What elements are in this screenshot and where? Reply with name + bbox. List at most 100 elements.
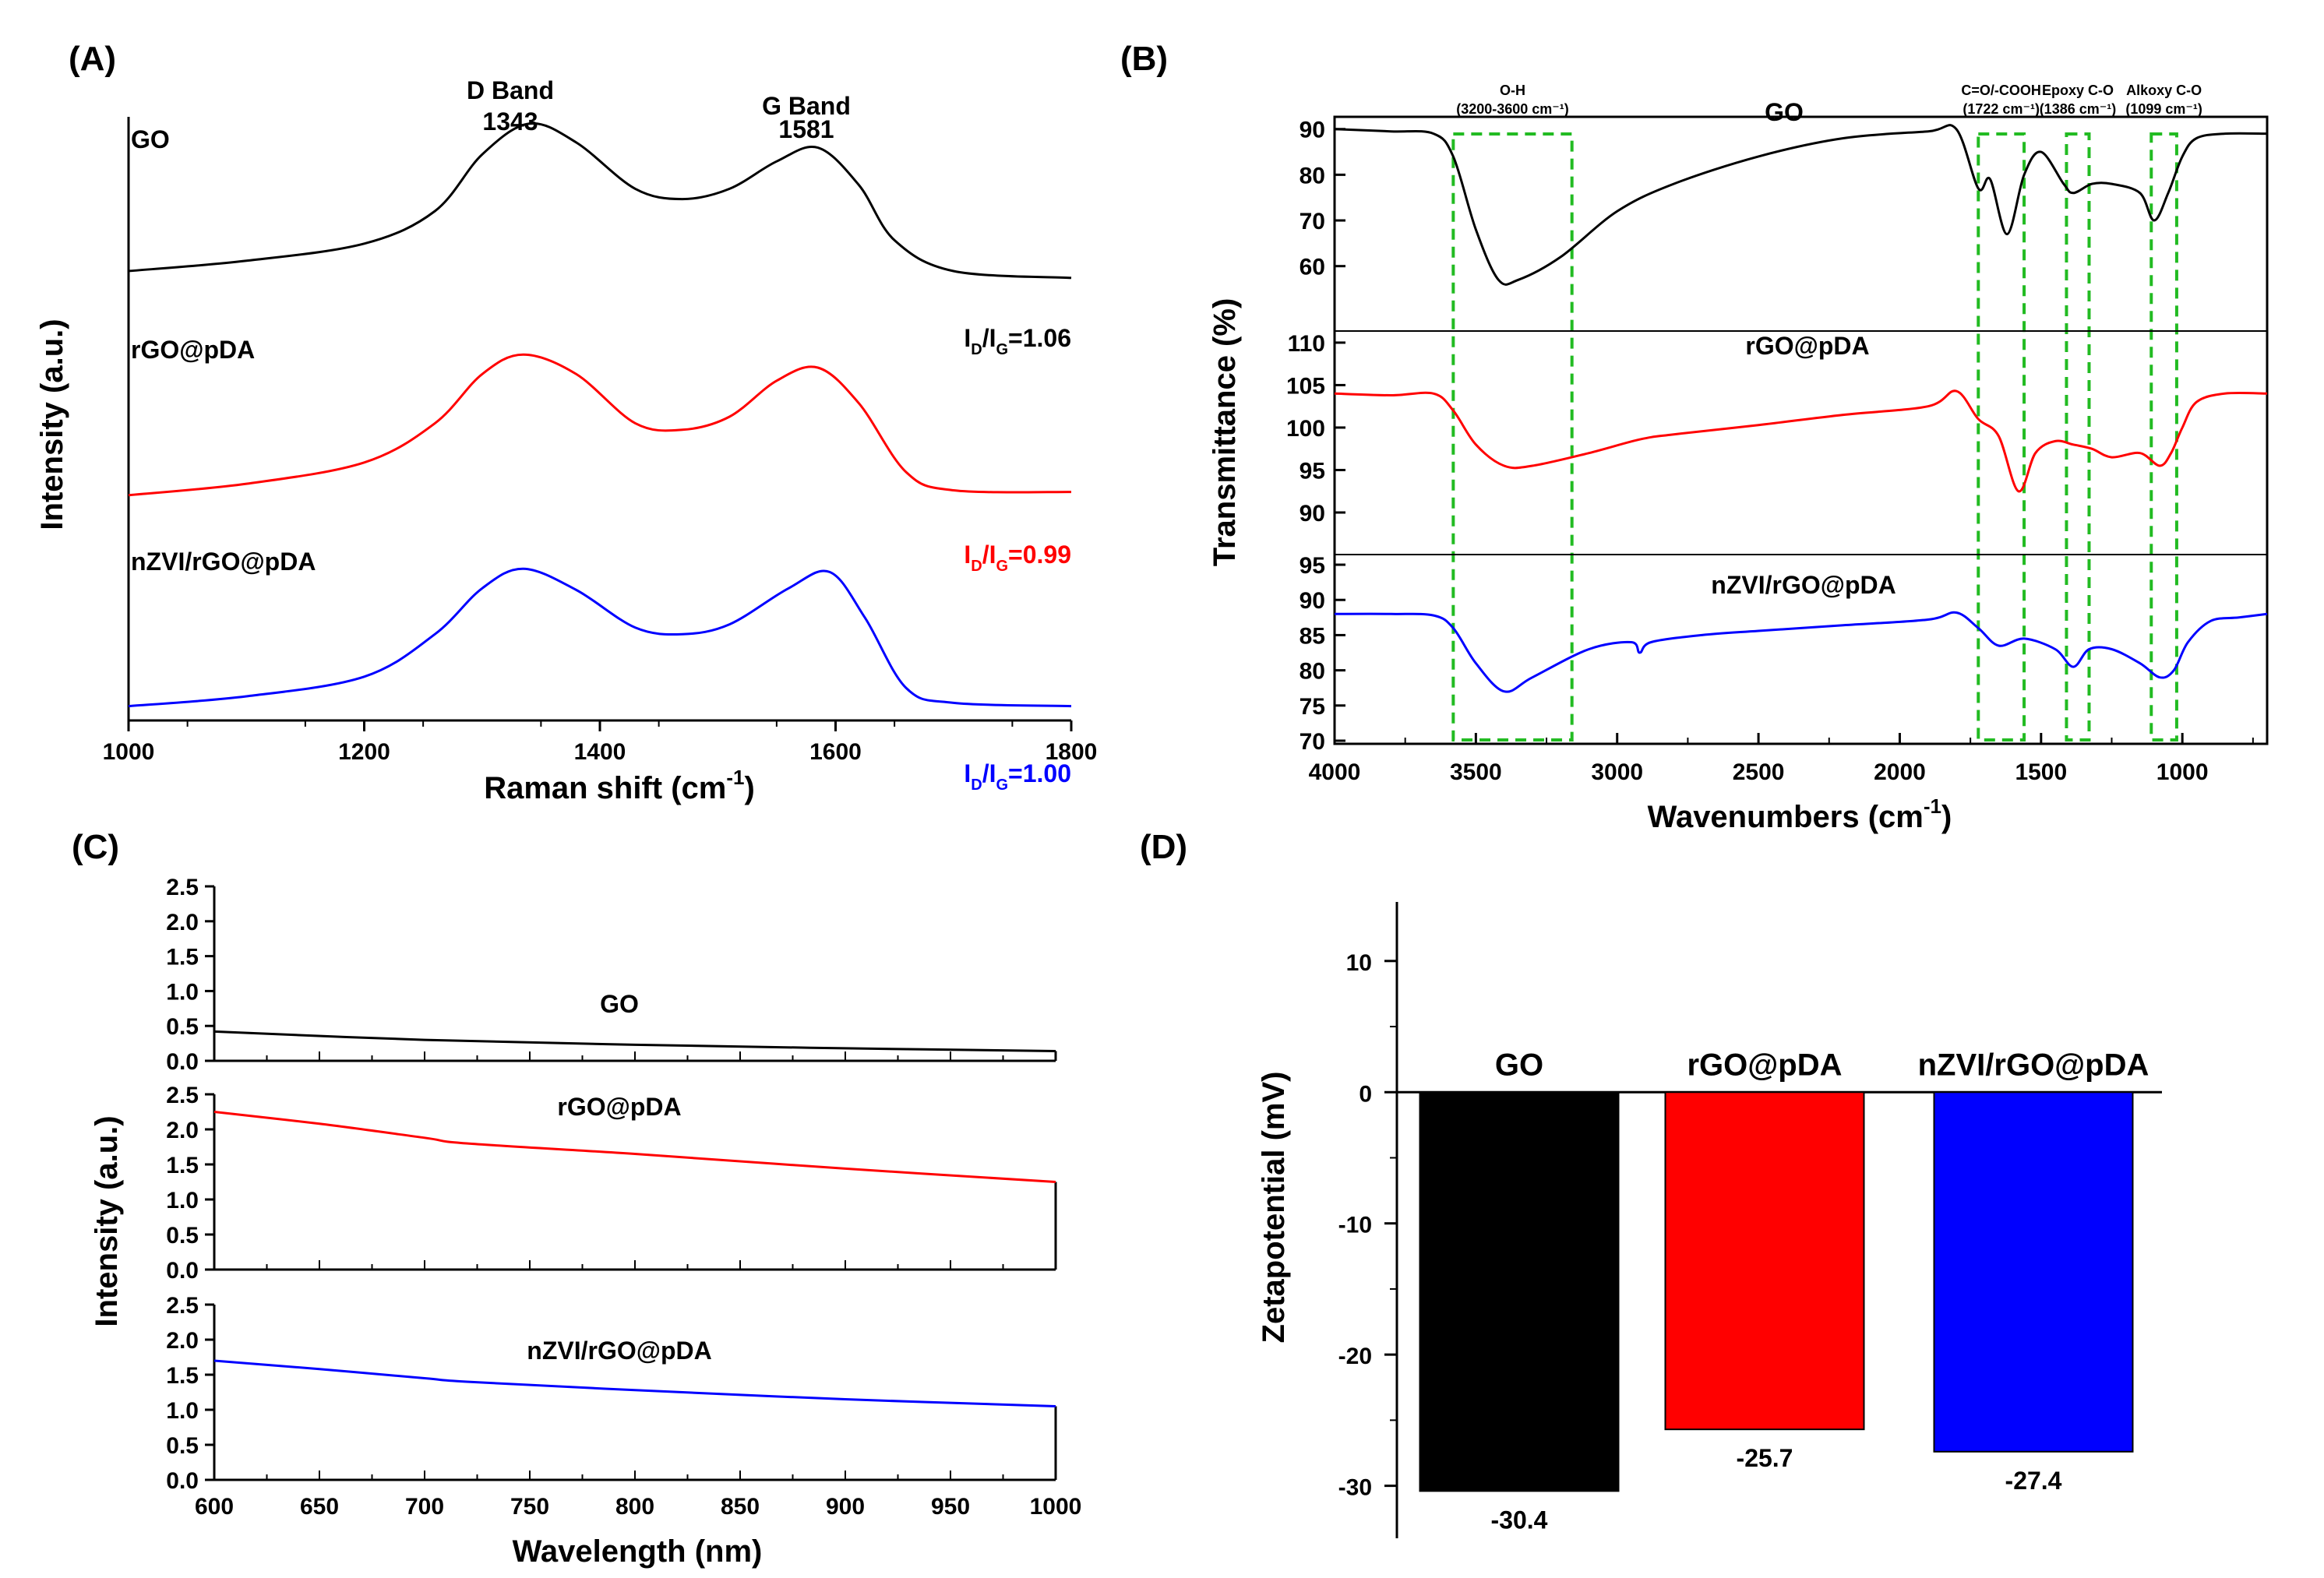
panel-c-x-tick-label: 650 bbox=[300, 1494, 339, 1520]
peak-position-0: 1343 bbox=[482, 107, 538, 136]
panel-b-x-tick-label: 2000 bbox=[1874, 759, 1926, 785]
panel-b-y-tick-label: 70 bbox=[1300, 209, 1325, 234]
panel-c-y-tick-label: 2.0 bbox=[166, 910, 199, 935]
uv-line-rGO@pDA bbox=[213, 1111, 1056, 1183]
panel-c-y-tick-label: 1.5 bbox=[166, 945, 199, 970]
panel-b-y-tick-label: 90 bbox=[1300, 588, 1325, 614]
panel-b-x-tick-label: 4000 bbox=[1309, 759, 1361, 785]
uv-line-GO bbox=[213, 1030, 1056, 1052]
panel-b-label: (B) bbox=[1120, 40, 1168, 78]
peak-position-1: 1581 bbox=[778, 115, 834, 143]
panel-b-y-tick-label: 70 bbox=[1300, 729, 1325, 755]
panel-c-y-tick-label: 0.5 bbox=[166, 1223, 199, 1249]
panel-c-x-tick-label: 900 bbox=[826, 1494, 865, 1520]
panel-c-y-tick-label: 0.5 bbox=[166, 1433, 199, 1459]
bar-nZVI/rGO@pDA bbox=[1933, 1091, 2134, 1453]
uv-line-nZVI/rGO@pDA bbox=[213, 1359, 1056, 1407]
panel-c-x-tick-label: 950 bbox=[931, 1494, 970, 1520]
panel-b-y-tick-label: 80 bbox=[1300, 659, 1325, 685]
panel-c-y-tick-label: 1.5 bbox=[166, 1153, 199, 1178]
panel-b-x-tick-label: 3000 bbox=[1591, 759, 1643, 785]
panel-c-x-tick-label: 1000 bbox=[1030, 1494, 1082, 1520]
ratio-label-0: ID/IG=1.06 bbox=[964, 324, 1071, 358]
region-name-Alkoxy C-O: Alkoxy C-O bbox=[2126, 83, 2202, 98]
series-label-nZVI/rGO@pDA: nZVI/rGO@pDA bbox=[527, 1337, 711, 1365]
panel-a-xlabel: Raman shift (cm-1) bbox=[484, 766, 755, 805]
panel-c: (C) 0.0 0.5 1.0 1.5 2.0 2.5 0.0 0.5 1.0 1.5 2.0 2.5… bbox=[72, 828, 1081, 1569]
region-box-Epoxy C-O bbox=[2065, 132, 2091, 741]
panel-b-ylabel: Transmittance (%) bbox=[1208, 298, 1242, 567]
region-name-Epoxy C-O: Epoxy C-O bbox=[2042, 83, 2114, 98]
panel-d-label: (D) bbox=[1140, 828, 1187, 866]
bar-category-label-0: GO bbox=[1495, 1048, 1543, 1082]
panel-b-x-tick-label: 1500 bbox=[2015, 759, 2067, 785]
panel-d-y-tick-label: -20 bbox=[1338, 1344, 1372, 1369]
panel-c-x-tick-label: 850 bbox=[721, 1494, 760, 1520]
raman-line-nZVI/rGO@pDA bbox=[128, 567, 1072, 708]
panel-b-frame bbox=[1333, 115, 2269, 745]
bar-value-label-1: -25.7 bbox=[1737, 1444, 1793, 1472]
panel-d: (D) 10 0 -10 -20 -30 GO -30.4 rGO@pDA -25.7 nZVI… bbox=[1140, 828, 2162, 1538]
panel-b-y-tick-label: 105 bbox=[1286, 373, 1325, 399]
region-range-O-H: (3200-3600 cm⁻¹) bbox=[1456, 101, 1569, 117]
series-label-nZVI/rGO@pDA: nZVI/rGO@pDA bbox=[1711, 571, 1896, 599]
panel-c-x-tick-label: 700 bbox=[405, 1494, 444, 1520]
region-name-C=O/-COOH: C=O/-COOH bbox=[1961, 83, 2041, 98]
panel-d-y-tick-label: -10 bbox=[1338, 1213, 1372, 1238]
panel-c-x-tick-label: 800 bbox=[615, 1494, 654, 1520]
panel-b-y-tick-label: 80 bbox=[1300, 163, 1325, 188]
panel-a-x-tick-label: 1600 bbox=[809, 739, 862, 765]
series-label-nZVI/rGO@pDA: nZVI/rGO@pDA bbox=[131, 548, 316, 576]
bar-rGO@pDA bbox=[1664, 1091, 1865, 1431]
series-label-rGO@pDA: rGO@pDA bbox=[131, 336, 255, 364]
panel-c-y-tick-label: 2.5 bbox=[166, 1083, 199, 1108]
panel-a-x-tick-label: 1200 bbox=[338, 739, 390, 765]
panel-c-y-tick-label: 2.0 bbox=[166, 1118, 199, 1143]
panel-c-y-tick-label: 0.0 bbox=[166, 1258, 199, 1284]
panel-a-ylabel: Intensity (a.u.) bbox=[35, 319, 69, 530]
panel-a-x-tick-label: 1800 bbox=[1046, 739, 1098, 765]
panel-c-y-tick-label: 2.5 bbox=[166, 1293, 199, 1319]
bar-value-label-0: -30.4 bbox=[1491, 1506, 1548, 1534]
panel-a-label: (A) bbox=[69, 40, 116, 78]
region-box-O-H bbox=[1451, 132, 1574, 741]
panel-c-x-tick-label: 600 bbox=[195, 1494, 234, 1520]
panel-c-y-tick-label: 1.0 bbox=[166, 1398, 199, 1424]
panel-b-y-tick-label: 90 bbox=[1300, 118, 1325, 143]
region-range-Epoxy C-O: (1386 cm⁻¹) bbox=[2040, 101, 2117, 117]
series-label-rGO@pDA: rGO@pDA bbox=[1745, 332, 1869, 360]
panel-a: (A) 1000 1200 1400 1600 1800 GO ID/IG=1.06 rGO… bbox=[35, 40, 1097, 805]
ftir-line-GO bbox=[1334, 124, 2268, 286]
series-label-rGO@pDA: rGO@pDA bbox=[557, 1093, 681, 1121]
panel-b: (B) 4000 3500 3000 2500 2000 1500 1000 60 70 80 90… bbox=[1120, 40, 2269, 834]
bar-category-label-2: nZVI/rGO@pDA bbox=[1918, 1048, 2149, 1082]
panel-c-y-tick-label: 0.0 bbox=[166, 1468, 199, 1494]
panel-b-xlabel: Wavenumbers (cm-1) bbox=[1648, 794, 1952, 834]
panel-a-x-tick-label: 1400 bbox=[574, 739, 626, 765]
panel-a-x-tick-label: 1000 bbox=[103, 739, 155, 765]
panel-c-label: (C) bbox=[72, 828, 119, 866]
region-range-C=O/-COOH: (1722 cm⁻¹) bbox=[1963, 101, 2040, 117]
raman-line-rGO@pDA bbox=[128, 353, 1072, 497]
panel-c-y-tick-label: 0.5 bbox=[166, 1014, 199, 1040]
panel-d-y-tick-label: 10 bbox=[1346, 950, 1372, 976]
series-label-GO: GO bbox=[1765, 98, 1804, 126]
ratio-label-2: ID/IG=1.00 bbox=[964, 759, 1071, 794]
panel-c-y-tick-label: 1.0 bbox=[166, 1188, 199, 1213]
panel-c-y-tick-label: 2.5 bbox=[166, 875, 199, 900]
panel-b-y-tick-label: 110 bbox=[1288, 331, 1325, 357]
ftir-line-nZVI/rGO@pDA bbox=[1334, 611, 2268, 693]
raman-line-GO bbox=[128, 122, 1072, 280]
ratio-label-1: ID/IG=0.99 bbox=[964, 541, 1071, 575]
panel-c-xlabel: Wavelength (nm) bbox=[513, 1534, 763, 1569]
region-name-O-H: O-H bbox=[1500, 83, 1525, 98]
peak-name-0: D Band bbox=[467, 76, 554, 104]
panel-b-x-tick-label: 2500 bbox=[1733, 759, 1785, 785]
panel-b-y-tick-label: 95 bbox=[1300, 553, 1325, 579]
peak-name-1: G Band bbox=[762, 92, 851, 120]
panel-b-y-tick-label: 90 bbox=[1300, 501, 1325, 527]
panel-b-y-tick-label: 85 bbox=[1300, 623, 1325, 649]
panel-c-ylabel: Intensity (a.u.) bbox=[90, 1115, 124, 1326]
panel-c-y-tick-label: 1.0 bbox=[166, 979, 199, 1005]
